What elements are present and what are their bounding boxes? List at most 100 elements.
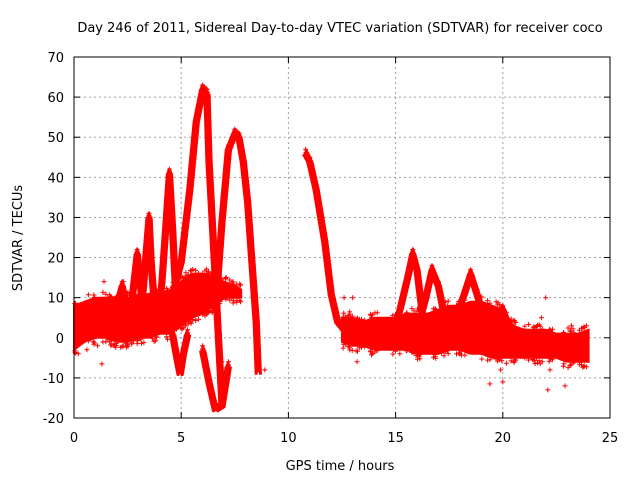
tick-labels: 0 5 10 15 20 25 -20 -10 0 10 20 30 40 50 60 70 (43, 51, 619, 446)
series-band-afternoon-point (417, 356, 423, 362)
outlier-point (341, 295, 347, 301)
series-spike-2.9h-point (131, 275, 137, 281)
series-band-early-morning-point (238, 282, 243, 288)
series-band-afternoon-point (570, 360, 576, 366)
y-axis-label: SDTVAR / TECUs (11, 185, 26, 292)
outlier-point (223, 275, 229, 281)
series-band-afternoon-point (445, 351, 451, 357)
series-band-early-morning-point (91, 340, 97, 346)
outlier-point (84, 347, 90, 353)
series-band-early-morning-point (205, 271, 211, 277)
series-band-afternoon-point (370, 312, 376, 318)
series-spike-2.9h-point (127, 311, 133, 317)
series-band-afternoon-point (485, 298, 491, 304)
series-dip-6.5h-point (219, 399, 225, 405)
series-band-afternoon-point (580, 325, 586, 331)
series-spike-4.4h-point (159, 275, 165, 281)
series-band-early-morning-point (202, 313, 208, 319)
series-afternoon-decay-point (313, 182, 319, 188)
outlier-point (487, 381, 493, 387)
series-band-afternoon-point (341, 310, 347, 316)
outlier-point (178, 371, 184, 377)
series-band-afternoon-point (356, 316, 362, 322)
series-bump-17h-trace (417, 268, 449, 331)
series-band-early-morning-point (119, 343, 125, 349)
series-band-afternoon-point (416, 352, 422, 358)
series-band-afternoon-point (534, 324, 540, 329)
series-band-early-morning-point (109, 337, 115, 343)
series-band-early-morning-point (183, 270, 189, 276)
series-band-afternoon-point (508, 358, 514, 364)
series-bump-17h-point (414, 323, 420, 329)
outlier-point (354, 359, 360, 365)
series-band-early-morning-point (164, 334, 170, 340)
series-band-afternoon-point (403, 310, 409, 316)
series-band-afternoon-point (369, 315, 374, 321)
outlier-point (545, 387, 551, 393)
series-bump-20h-point (500, 303, 506, 309)
series-band-afternoon-point (560, 330, 566, 335)
series-bump-16h-point (414, 263, 420, 269)
series-band-afternoon-point (404, 310, 410, 316)
series-second-peak-point (219, 214, 225, 220)
series-spike-2.2h-point (123, 295, 128, 301)
series-band-afternoon-point (411, 351, 417, 356)
series-spike-4.4h-point (170, 223, 176, 228)
outlier-point (538, 315, 544, 321)
outlier-point (95, 343, 101, 349)
outlier-point (120, 279, 126, 285)
series-band-afternoon-point (536, 322, 542, 328)
series-band-early-morning-point (230, 300, 236, 306)
series-dip-5.0h-point (177, 367, 183, 373)
series-second-peak-point (253, 315, 259, 321)
series-band-early-morning-point (141, 340, 147, 346)
series-band-afternoon-point (511, 317, 517, 323)
series-band-afternoon-point (345, 343, 351, 349)
y-tick-label: -20 (43, 412, 64, 427)
series-band-afternoon-point (548, 327, 554, 333)
series-spike-2.2h-point (116, 291, 122, 297)
x-tick-label: 0 (70, 431, 78, 446)
series-bump-16h-point (410, 247, 416, 252)
series-band-afternoon-point (355, 348, 360, 354)
series-band-early-morning-point (136, 336, 142, 342)
y-tick-label: 0 (56, 332, 64, 347)
series-bump-20h-point (506, 319, 512, 325)
grid-lines (74, 57, 610, 418)
series-second-peak-point (232, 126, 238, 132)
series-bump-17h-point (423, 291, 429, 297)
series-band-afternoon-point (576, 361, 582, 367)
series-band-early-morning-point (108, 294, 114, 299)
y-tick-label: 10 (47, 292, 64, 307)
series-band-afternoon-point (531, 324, 537, 330)
series-band-early-morning-point (125, 343, 131, 349)
series-bump-18.5h-trace (456, 272, 490, 323)
series-band-early-morning-point (100, 289, 106, 295)
plot-frame (73, 56, 611, 419)
series-spike-3.5h-point (142, 263, 148, 269)
series-band-early-morning-point (183, 321, 189, 327)
series-bump-20h-point (489, 327, 495, 333)
series-second-peak-point (249, 255, 255, 261)
series-second-peak-point (225, 142, 231, 148)
y-tick-label: 50 (47, 131, 64, 146)
series-dip-6.5h-point (200, 343, 206, 349)
series-band-early-morning-point (196, 270, 202, 276)
series-band-afternoon-point (479, 356, 485, 362)
outlier-point (99, 361, 105, 367)
outlier-point (562, 383, 568, 389)
series-band-early-morning-point (205, 310, 211, 316)
series-dip-5.0h-point (174, 351, 180, 357)
series-band-early-morning-point (139, 340, 144, 346)
series-band-early-morning-point (229, 295, 235, 301)
series-band-afternoon-point (374, 310, 380, 316)
series-bump-17h-point (429, 263, 435, 269)
series-afternoon-decay-trace (306, 153, 348, 332)
series-band-afternoon-point (534, 355, 540, 361)
series-band-early-morning-point (85, 338, 91, 344)
series-band-afternoon-point (340, 345, 346, 351)
series-band-afternoon-point (411, 308, 417, 314)
series-band-afternoon-point (565, 365, 571, 371)
series-band-afternoon-point (404, 348, 410, 353)
series-band-afternoon-point (531, 358, 537, 363)
